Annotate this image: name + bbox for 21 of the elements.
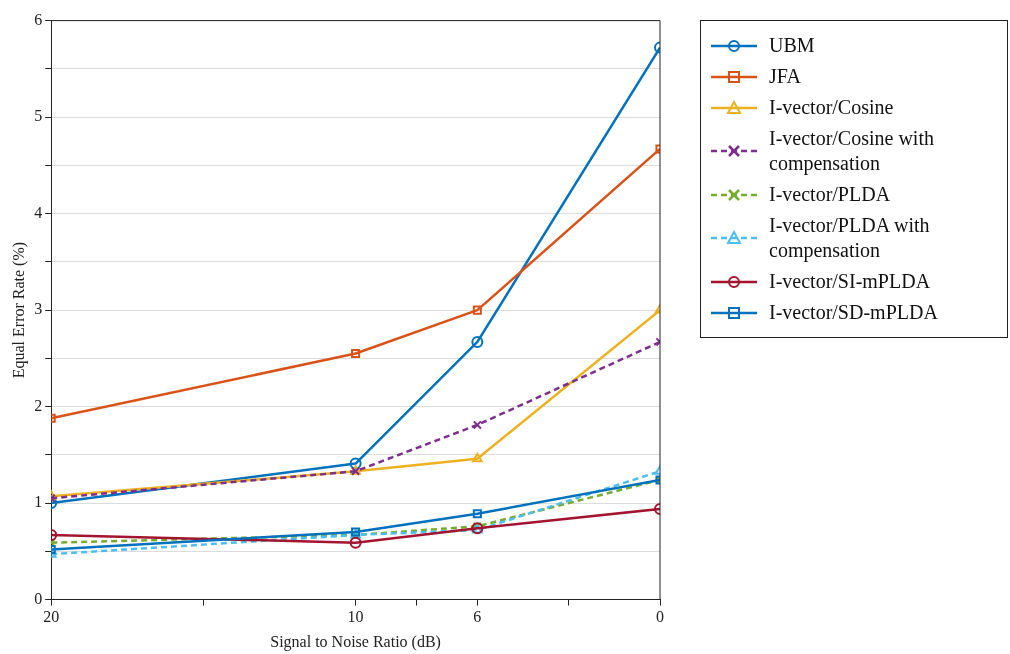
y-tick-label: 1	[34, 493, 43, 511]
legend-label: I-vector/PLDA with compensation	[769, 213, 931, 263]
x-tick-label: 6	[473, 608, 482, 626]
legend-label: UBM	[769, 33, 816, 58]
y-tick-label: 0	[34, 589, 43, 607]
x-tick-label: 20	[43, 608, 60, 626]
y-axis-title: Equal Error Rate (%)	[9, 241, 28, 379]
legend-label: I-vector/Cosine	[769, 95, 895, 120]
x-tick-label: 0	[656, 608, 664, 626]
legend-label: I-vector/SD-mPLDA	[769, 300, 939, 325]
y-tick-label: 6	[34, 10, 43, 28]
legend-label: JFA	[769, 64, 802, 89]
legend-label: I-vector/Cosine with compensation	[769, 126, 935, 176]
y-tick-label: 5	[34, 107, 43, 125]
legend-label: I-vector/PLDA	[769, 182, 892, 207]
y-tick-label: 4	[34, 203, 43, 221]
y-tick-label: 3	[34, 300, 43, 318]
x-tick-label: 10	[347, 608, 364, 626]
legend-label: I-vector/SI-mPLDA	[769, 269, 932, 294]
y-tick-label: 2	[34, 396, 43, 414]
x-axis-title: Signal to Noise Ratio (dB)	[270, 632, 441, 651]
